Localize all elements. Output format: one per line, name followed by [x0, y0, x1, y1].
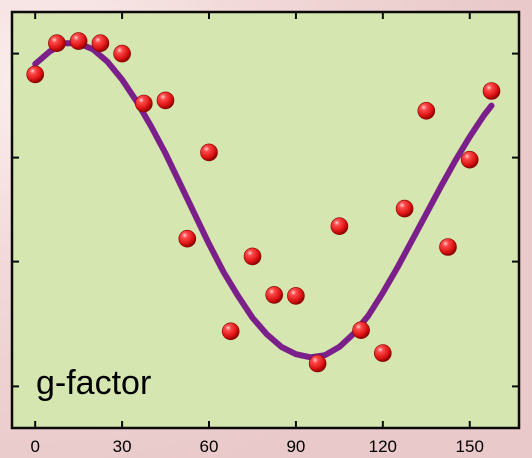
- x-tick-label: 30: [113, 437, 132, 456]
- data-point: [482, 82, 501, 100]
- data-point: [395, 199, 414, 218]
- data-point: [439, 238, 457, 256]
- x-tick-label: 0: [30, 437, 39, 456]
- data-points: [26, 32, 501, 373]
- data-point: [48, 34, 66, 53]
- data-point: [330, 217, 349, 235]
- x-tick-label: 150: [456, 437, 484, 456]
- data-point: [373, 344, 392, 362]
- data-point: [113, 44, 131, 63]
- data-point: [26, 65, 45, 84]
- data-point: [352, 321, 370, 340]
- data-point: [221, 322, 240, 341]
- x-tick-label: 60: [200, 437, 219, 456]
- fit-curve: [32, 40, 495, 361]
- g-factor-label: g-factor: [36, 364, 151, 402]
- x-tick-labels: 0 30 60 90 120 150: [30, 437, 483, 456]
- plot-frame: [10, 10, 521, 430]
- fit-curve-layer: [32, 40, 495, 361]
- data-point: [156, 91, 175, 110]
- data-point: [178, 229, 197, 248]
- plot-area: [12, 12, 519, 428]
- x-tick-label: 120: [369, 437, 397, 456]
- data-point: [308, 354, 327, 373]
- data-point: [265, 286, 284, 304]
- data-point: [200, 143, 218, 162]
- data-point: [91, 34, 110, 53]
- data-point: [287, 287, 305, 305]
- data-point: [135, 94, 153, 113]
- x-tick-label: 90: [286, 437, 305, 456]
- data-point: [69, 32, 88, 50]
- data-point: [460, 150, 479, 169]
- data-point: [417, 102, 436, 120]
- data-point: [243, 247, 262, 266]
